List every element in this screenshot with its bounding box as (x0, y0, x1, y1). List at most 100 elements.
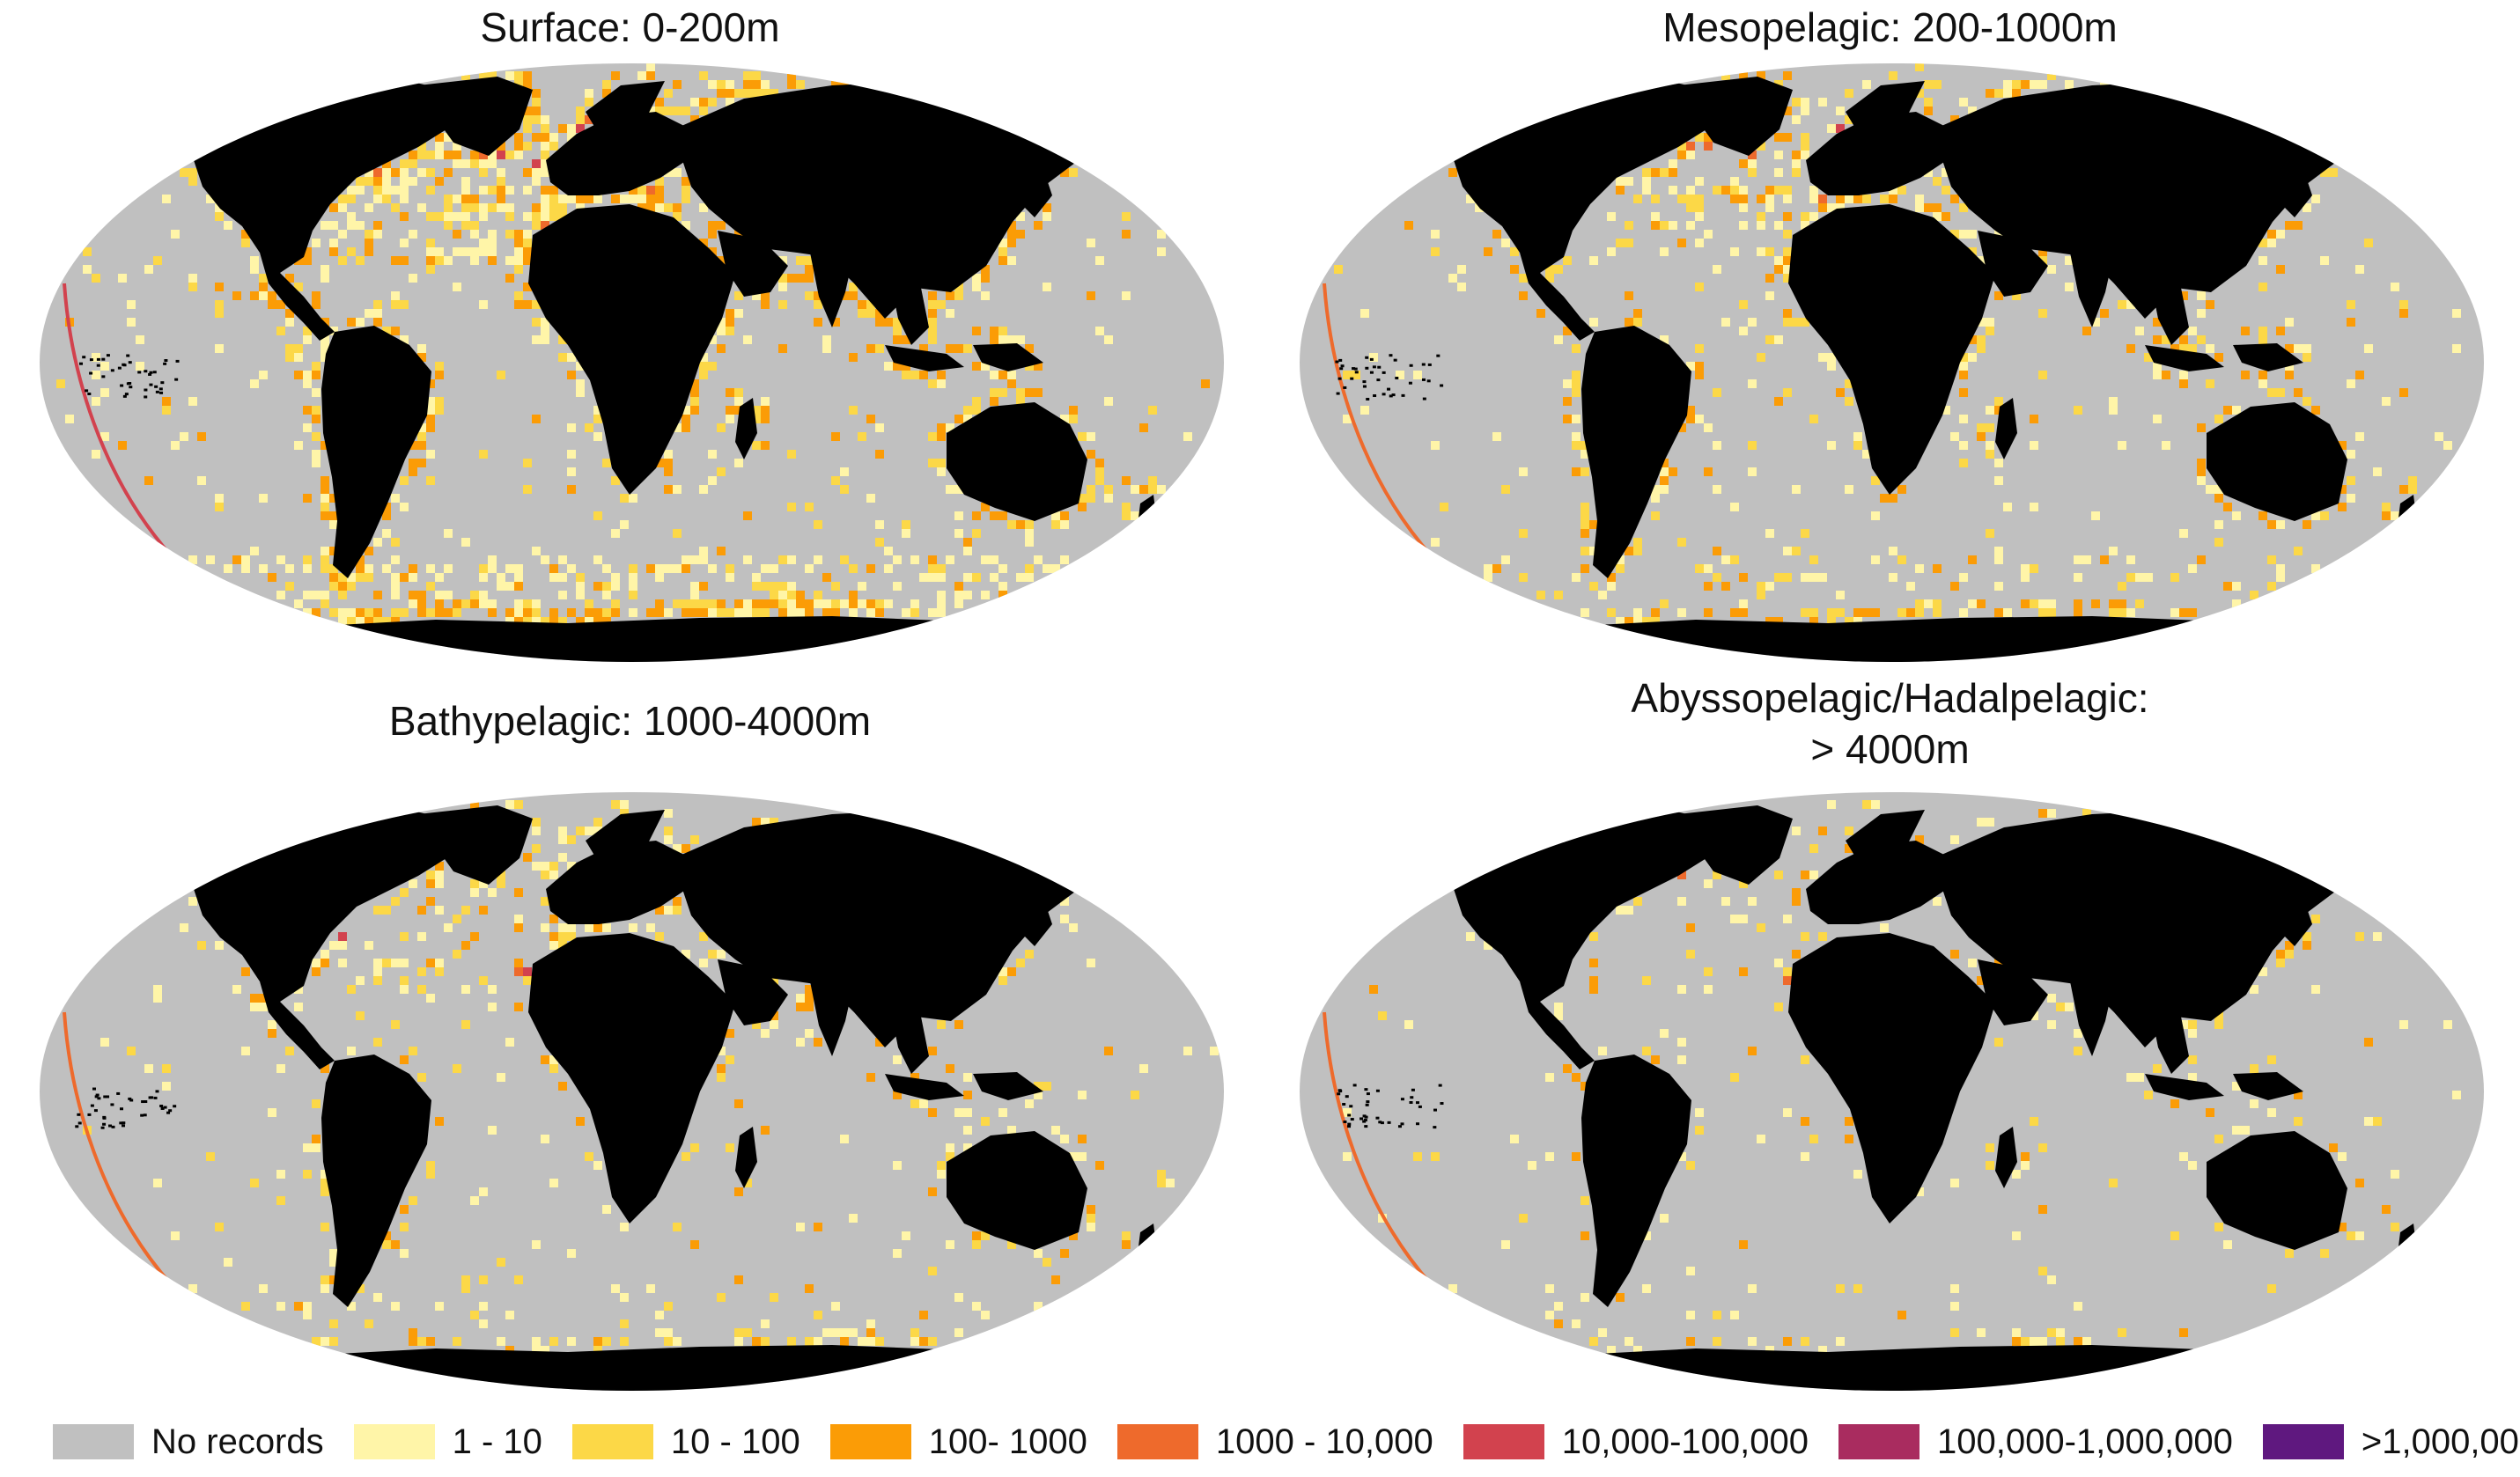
record-cell (1078, 432, 1087, 441)
record-cell (990, 511, 998, 520)
record-cell (514, 256, 523, 265)
land-indonesia1 (2145, 1074, 2224, 1100)
record-cell (743, 1179, 752, 1187)
record-cell (963, 591, 972, 599)
record-cell (673, 423, 682, 432)
land-india (810, 981, 854, 1056)
record-cell (1950, 950, 1959, 959)
record-cell (646, 186, 655, 195)
record-cell (162, 406, 171, 415)
record-cell (2364, 1038, 2373, 1047)
record-cell (805, 503, 814, 511)
record-cell (814, 1311, 822, 1319)
record-cell (1087, 1205, 1095, 1214)
record-cell (831, 318, 840, 327)
record-cell (928, 309, 937, 318)
island-speck (1342, 1103, 1346, 1106)
record-cell (937, 371, 946, 379)
record-cell (1739, 599, 1748, 608)
record-cell (514, 582, 523, 591)
record-cell (752, 573, 761, 582)
record-cell (1757, 221, 1765, 230)
record-cell (470, 879, 479, 888)
island-speck (119, 1121, 123, 1125)
record-cell (805, 1337, 814, 1346)
record-cell (787, 71, 796, 80)
record-cell (1836, 195, 1845, 203)
record-cell (717, 80, 726, 89)
record-cell (620, 800, 629, 809)
record-cell (1845, 1117, 1853, 1126)
record-cell (620, 1319, 629, 1328)
record-cell (849, 608, 858, 617)
record-cell (2408, 485, 2417, 494)
record-cell (2276, 327, 2285, 335)
record-cell (1809, 844, 1818, 853)
record-cell (2214, 415, 2223, 423)
record-cell (2347, 450, 2355, 459)
record-cell (1625, 318, 1633, 327)
island-speck (1340, 364, 1345, 368)
record-cell (329, 511, 338, 520)
record-cell (2170, 1231, 2179, 1240)
record-cell (1651, 617, 1660, 626)
record-cell (946, 309, 954, 318)
record-cell (83, 265, 92, 274)
record-cell (1484, 564, 1492, 573)
record-cell (1862, 450, 1871, 459)
record-cell (743, 89, 752, 98)
record-cell (1060, 555, 1069, 564)
island-speck (1382, 371, 1386, 374)
record-cell (787, 503, 796, 511)
record-cell (294, 599, 303, 608)
record-cell (321, 485, 329, 494)
record-cell (532, 1346, 541, 1355)
island-speck (1422, 397, 1426, 400)
record-cell (2179, 608, 2188, 617)
record-cell (822, 608, 831, 617)
record-cell (1889, 547, 1897, 555)
record-cell (690, 115, 699, 124)
record-cell (1007, 371, 1016, 379)
record-cell (1757, 247, 1765, 256)
record-cell (144, 265, 153, 274)
record-cell (2126, 608, 2135, 617)
record-cell (2065, 283, 2074, 291)
record-cell (2250, 591, 2258, 599)
record-cell (567, 485, 576, 494)
record-cell (1660, 247, 1669, 256)
record-cell (2241, 371, 2250, 379)
record-cell (250, 547, 259, 555)
record-cell (1959, 98, 1968, 107)
record-cell (1889, 494, 1897, 503)
record-cell (602, 564, 611, 573)
record-cell (1139, 1064, 1148, 1073)
record-cell (497, 371, 505, 379)
record-cell (734, 309, 743, 318)
record-cell (382, 529, 391, 538)
record-cell (620, 520, 629, 529)
record-cell (488, 1126, 497, 1135)
record-cell (532, 335, 541, 344)
record-cell (1642, 186, 1651, 195)
record-cell (391, 538, 400, 547)
record-cell (1122, 230, 1131, 239)
record-cell (558, 195, 567, 203)
record-cell (303, 371, 312, 379)
map-panel-bathypelagic: Bathypelagic: 1000-4000m (0, 687, 1260, 1391)
record-cell (1827, 203, 1836, 212)
record-cell (224, 221, 232, 230)
record-cell (1122, 1240, 1131, 1249)
record-cell (1801, 151, 1809, 159)
record-cell (1748, 1047, 1757, 1055)
record-cell (998, 247, 1007, 256)
record-cell (2056, 1337, 2065, 1346)
record-cell (532, 547, 541, 555)
record-cell (92, 274, 100, 283)
record-cell (963, 415, 972, 423)
record-cell (1642, 1284, 1651, 1293)
record-cell (1748, 318, 1757, 327)
record-cell (479, 159, 488, 168)
record-cell (329, 941, 338, 950)
record-cell (963, 1108, 972, 1117)
